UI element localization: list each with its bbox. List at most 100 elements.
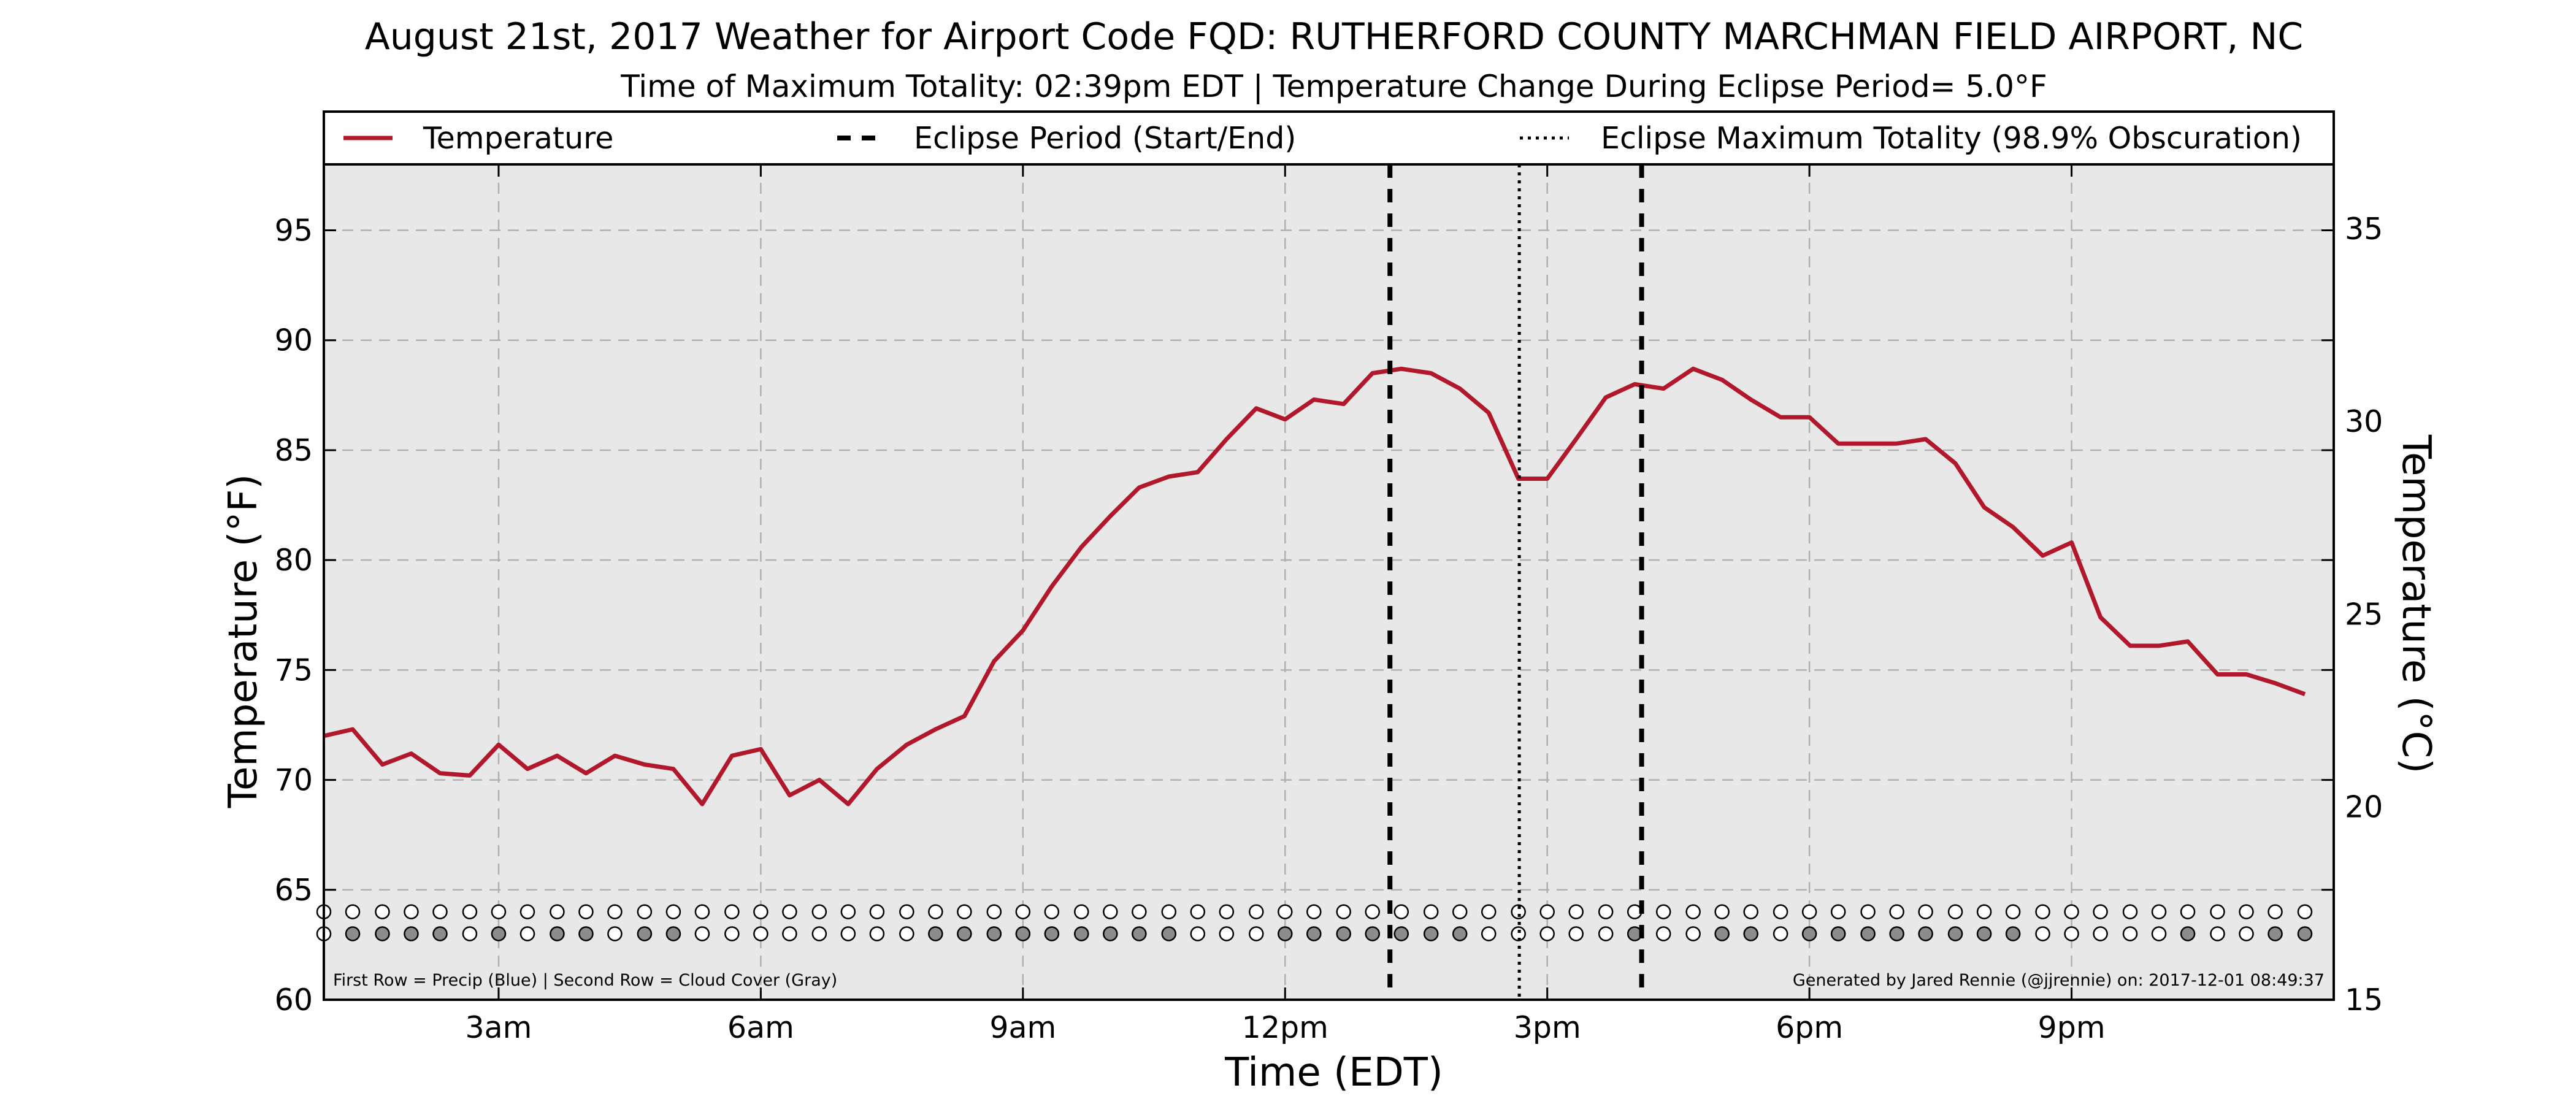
y-tick-label-left: 85	[275, 433, 313, 468]
cloud-cover-marker	[1773, 926, 1788, 941]
precip-marker	[986, 904, 1002, 919]
cloud-cover-marker	[811, 926, 827, 941]
legend-totality-label: Eclipse Maximum Totality (98.9% Obscurat…	[1601, 121, 2302, 156]
cloud-cover-marker	[1336, 926, 1351, 941]
cloud-cover-marker	[957, 926, 972, 941]
cloud-cover-marker	[2267, 926, 2283, 941]
x-tick-label: 6pm	[1776, 1010, 1843, 1045]
precip-marker	[1190, 904, 1206, 919]
x-axis-label: Time (EDT)	[1224, 1050, 1443, 1095]
cloud-cover-marker	[1743, 926, 1758, 941]
precip-marker	[432, 904, 448, 919]
y-tick-label-left: 65	[275, 873, 313, 908]
precip-marker	[1889, 904, 1904, 919]
precip-marker	[462, 904, 478, 919]
y-tick-label-left: 75	[275, 653, 313, 688]
precip-marker	[1423, 904, 1439, 919]
cloud-cover-marker	[345, 926, 361, 941]
precip-marker	[1976, 904, 1992, 919]
precip-marker	[1306, 904, 1322, 919]
y-axis-label-right: Temperature (°C)	[2393, 434, 2439, 773]
precip-marker	[1278, 904, 1293, 919]
cloud-cover-marker	[404, 926, 419, 941]
precip-marker	[2180, 904, 2196, 919]
chart-subtitle: Time of Maximum Totality: 02:39pm EDT | …	[620, 69, 2047, 104]
cloud-cover-marker	[1452, 926, 1468, 941]
cloud-cover-marker	[1132, 926, 1147, 941]
precip-marker	[637, 904, 653, 919]
cloud-cover-marker	[462, 926, 478, 941]
precip-marker	[1393, 904, 1409, 919]
cloud-cover-marker	[2297, 926, 2313, 941]
x-tick-label: 6am	[727, 1010, 794, 1045]
cloud-cover-marker	[550, 926, 565, 941]
cloud-cover-marker	[1278, 926, 1293, 941]
cloud-cover-marker	[2035, 926, 2050, 941]
precip-marker	[1568, 904, 1584, 919]
precip-marker	[724, 904, 740, 919]
precip-marker	[957, 904, 972, 919]
precip-marker	[1598, 904, 1614, 919]
precip-marker	[2151, 904, 2167, 919]
x-tick-label: 3am	[465, 1010, 532, 1045]
precip-marker	[2035, 904, 2050, 919]
cloud-cover-marker	[1190, 926, 1206, 941]
precip-marker	[665, 904, 681, 919]
cloud-cover-marker	[2180, 926, 2196, 941]
precip-marker	[578, 904, 594, 919]
precip-marker	[1714, 904, 1730, 919]
precip-marker	[899, 904, 914, 919]
precip-marker	[550, 904, 565, 919]
precip-marker	[2210, 904, 2225, 919]
precip-marker	[1074, 904, 1089, 919]
precip-marker	[2093, 904, 2108, 919]
precip-marker	[404, 904, 419, 919]
x-tick-label: 9am	[989, 1010, 1056, 1045]
precip-marker	[1452, 904, 1468, 919]
precip-marker	[1830, 904, 1846, 919]
cloud-cover-marker	[1074, 926, 1089, 941]
plot-area: 60 65 70 75 80 85 90 95 15 20 25 30 35 3am 6am 9am 12pm 3…	[275, 163, 2383, 1045]
precip-marker	[1161, 904, 1177, 919]
cloud-cover-marker	[1860, 926, 1876, 941]
precip-marker	[2064, 904, 2079, 919]
precip-marker	[1947, 904, 1963, 919]
cloud-cover-marker	[1161, 926, 1177, 941]
y-tick-label-left: 95	[275, 213, 313, 248]
cloud-cover-marker	[375, 926, 390, 941]
cloud-cover-marker	[782, 926, 797, 941]
precip-marker	[2122, 904, 2138, 919]
y-tick-label-right: 15	[2345, 983, 2383, 1018]
precip-marker	[1511, 904, 1526, 919]
precip-marker	[1132, 904, 1147, 919]
cloud-cover-marker	[1830, 926, 1846, 941]
footer-note-right: Generated by Jared Rennie (@jjrennie) on…	[1793, 971, 2325, 990]
precip-marker	[1801, 904, 1817, 919]
cloud-cover-marker	[1306, 926, 1322, 941]
precip-marker	[753, 904, 769, 919]
cloud-cover-marker	[1248, 926, 1264, 941]
y-axis-label-left: Temperature (°F)	[221, 474, 266, 809]
cloud-cover-marker	[2064, 926, 2079, 941]
precip-marker	[375, 904, 390, 919]
cloud-cover-marker	[1393, 926, 1409, 941]
y-tick-label-left: 60	[275, 983, 313, 1018]
cloud-cover-marker	[928, 926, 943, 941]
legend-eclipse-label: Eclipse Period (Start/End)	[914, 121, 1296, 156]
precip-marker	[1860, 904, 1876, 919]
cloud-cover-marker	[1685, 926, 1701, 941]
precip-marker	[1365, 904, 1380, 919]
precip-marker	[1103, 904, 1118, 919]
cloud-cover-marker	[1219, 926, 1235, 941]
precip-marker	[694, 904, 710, 919]
cloud-cover-marker	[665, 926, 681, 941]
cloud-cover-marker	[2005, 926, 2021, 941]
precip-marker	[1015, 904, 1031, 919]
x-tick-label: 9pm	[2038, 1010, 2106, 1045]
precip-marker	[607, 904, 623, 919]
y-tick-label-left: 90	[275, 323, 313, 358]
cloud-cover-marker	[1947, 926, 1963, 941]
precip-marker	[491, 904, 507, 919]
y-tick-label-right: 25	[2345, 597, 2383, 632]
